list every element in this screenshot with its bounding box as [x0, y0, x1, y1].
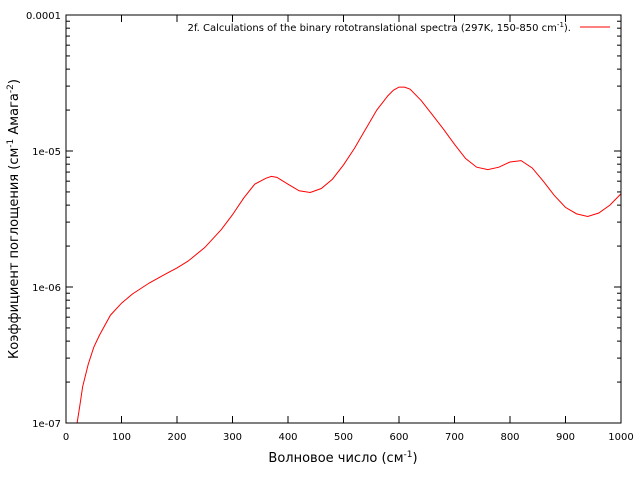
y-axis-title-part-1: Коэффициент поглощения (см — [7, 148, 22, 359]
y-tick-label: 1e-05 — [32, 147, 61, 158]
x-tick-label: 0 — [63, 432, 69, 443]
x-tick-label: 300 — [223, 432, 242, 443]
y-axis-title-superscript-2: -2 — [6, 84, 16, 93]
y-axis-title: Коэффициент поглощения (см-1 Амага-2) — [6, 79, 22, 359]
x-tick-label: 600 — [389, 432, 408, 443]
legend-label: 2f. Calculations of the binary rototrans… — [187, 21, 571, 34]
y-axis-title-part-2: Амага — [7, 93, 22, 139]
y-axis-title-superscript-1: -1 — [6, 139, 16, 148]
x-axis-title-end: ) — [412, 451, 417, 466]
legend-label-main: 2f. Calculations of the binary rototrans… — [187, 23, 556, 34]
y-tick-label: 1e-06 — [32, 283, 61, 294]
series-line — [76, 86, 622, 424]
x-tick-label: 700 — [445, 432, 464, 443]
legend-label-end: ). — [564, 23, 571, 34]
x-tick-labels: 0 100 200 300 400 500 600 700 800 900 1000 — [63, 432, 634, 443]
y-axis-title-part-3: ) — [7, 79, 22, 84]
legend-label-superscript: -1 — [557, 21, 564, 29]
x-tick-label: 200 — [167, 432, 186, 443]
x-tick-label: 1000 — [608, 432, 633, 443]
x-axis-title-main: Волновое число (см — [268, 451, 403, 466]
plot-frame — [65, 14, 622, 424]
y-tick-labels: 1e-07 1e-06 1e-05 0.0001 — [26, 11, 61, 430]
x-tick-label: 900 — [556, 432, 575, 443]
x-tick-label: 500 — [334, 432, 353, 443]
x-axis-title: Волновое число (см-1) — [268, 450, 417, 466]
x-tick-label: 800 — [500, 432, 519, 443]
x-axis-title-superscript: -1 — [404, 450, 413, 460]
x-tick-label: 100 — [112, 432, 131, 443]
y-tick-label: 0.0001 — [26, 11, 61, 22]
y-tick-label: 1e-07 — [32, 419, 61, 430]
x-tick-label: 400 — [278, 432, 297, 443]
